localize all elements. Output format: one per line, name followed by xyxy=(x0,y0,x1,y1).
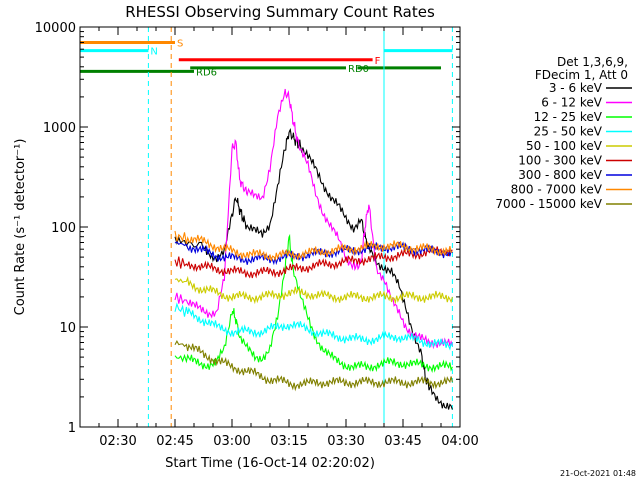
x-tick-label: 02:30 xyxy=(99,434,136,449)
y-tick-label: 10000 xyxy=(35,21,76,36)
x-tick-label: 04:00 xyxy=(441,434,478,449)
series-line-7 xyxy=(174,230,453,262)
flag-label-s: S xyxy=(177,38,183,49)
series-line-8 xyxy=(174,340,453,392)
series-line-4 xyxy=(174,275,453,305)
y-axis-label: Count Rate (s⁻¹ detector⁻¹) xyxy=(13,139,28,316)
series-line-6 xyxy=(174,241,453,266)
x-tick-label: 02:45 xyxy=(156,434,193,449)
y-tick-label: 1000 xyxy=(43,121,76,136)
y-tick-label: 100 xyxy=(51,221,76,236)
x-axis: 02:30 02:45 03:00 03:15 03:30 03:45 04:00 xyxy=(79,27,479,449)
x-tick-label: 03:15 xyxy=(270,434,307,449)
legend-label-4: 50 - 100 keV xyxy=(526,139,603,153)
legend-header-0: Det 1,3,6,9, xyxy=(557,55,628,69)
series-line-3 xyxy=(174,302,453,351)
vertical-markers xyxy=(79,27,453,427)
timestamp: 21-Oct-2021 01:48 xyxy=(560,469,636,478)
series-group xyxy=(174,88,453,410)
flag-label-f: F xyxy=(375,56,381,67)
x-tick-label: 03:30 xyxy=(327,434,364,449)
series-line-5 xyxy=(174,246,453,279)
flag-label-rd6: RD6 xyxy=(196,67,217,78)
legend-label-2: 12 - 25 keV xyxy=(534,110,603,124)
legend-label-6: 300 - 800 keV xyxy=(518,168,602,182)
instrument-flags: SNFRD0RD6 xyxy=(80,38,453,78)
x-axis-label: Start Time (16-Oct-14 02:20:02) xyxy=(165,456,375,471)
y-tick-label: 1 xyxy=(68,421,76,436)
legend-label-0: 3 - 6 keV xyxy=(549,81,603,95)
legend-label-1: 6 - 12 keV xyxy=(541,96,603,110)
flag-label-n: N xyxy=(150,47,157,58)
series-line-0 xyxy=(174,128,453,410)
x-tick-label: 03:00 xyxy=(213,434,250,449)
legend-label-3: 25 - 50 keV xyxy=(534,125,603,139)
y-axis: 1 10 100 1000 10000 xyxy=(35,21,460,436)
chart-title: RHESSI Observing Summary Count Rates xyxy=(125,3,435,21)
y-tick-label: 10 xyxy=(59,321,76,336)
legend-label-7: 800 - 7000 keV xyxy=(511,183,603,197)
legend-label-8: 7000 - 15000 keV xyxy=(495,197,602,211)
legend-header-1: FDecim 1, Att 0 xyxy=(535,68,628,82)
x-tick-label: 03:45 xyxy=(384,434,421,449)
series-line-1 xyxy=(174,88,453,350)
legend-label-5: 100 - 300 keV xyxy=(518,154,602,168)
